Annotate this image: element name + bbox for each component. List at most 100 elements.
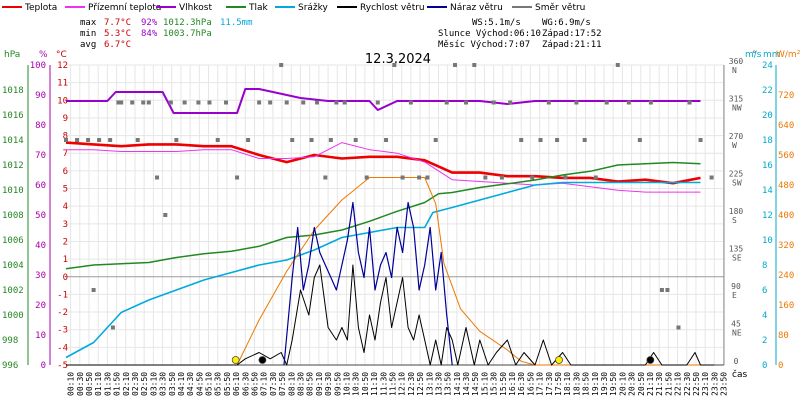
wind-direction-point xyxy=(499,175,504,180)
x-tick-label: 17:50 xyxy=(554,372,563,396)
y-tick-label-temp: -4 xyxy=(57,343,68,353)
wind-direction-point xyxy=(268,100,273,105)
stats-max-label: max xyxy=(80,18,97,28)
x-tick-label: 13:30 xyxy=(434,372,443,396)
y-tick-label-hpa: 1006 xyxy=(2,236,24,246)
x-tick-label: 20:30 xyxy=(628,372,637,396)
legend-label: Srážky xyxy=(298,3,329,13)
x-tick-label: 01:30 xyxy=(103,372,112,396)
y-tick-label-hpa: 1010 xyxy=(2,186,24,196)
wind-direction-point xyxy=(453,63,458,67)
stats-min-hum: 84% xyxy=(141,29,158,39)
y-tick-label-hpa: 1012 xyxy=(2,161,24,171)
x-tick-label: 11:30 xyxy=(379,372,388,396)
y-tick-label-ms: 18 xyxy=(762,136,773,146)
wind-direction-point xyxy=(530,175,535,180)
wind-direction-point xyxy=(97,138,102,142)
legend-label: Vlhkost xyxy=(179,3,212,13)
wind-direction-point xyxy=(135,138,140,142)
y-tick-label-compass: SW xyxy=(732,179,742,188)
y-tick-label-pct: 80 xyxy=(35,121,46,131)
y-tick-label-temp: 11 xyxy=(57,79,68,89)
legend-label: Náraz větru xyxy=(450,3,503,13)
wind-direction-point xyxy=(353,138,358,142)
wind-direction-point xyxy=(224,100,229,105)
x-tick-label: 00:30 xyxy=(76,372,85,396)
legend-item-prizemni: Přízemní teplota xyxy=(65,3,161,13)
y-tick-label-pct: 90 xyxy=(35,91,46,101)
x-tick-label: 22:50 xyxy=(692,372,701,396)
y-tick-label-temp: 3 xyxy=(63,220,68,230)
x-tick-label: 15:30 xyxy=(490,372,499,396)
x-tick-label: 13:50 xyxy=(444,372,453,396)
chart-title: 12.3.2024 xyxy=(365,52,431,67)
x-tick-label: 23:50 xyxy=(720,372,729,396)
x-axis-label: čas xyxy=(732,369,747,380)
wind-direction-point xyxy=(284,100,289,105)
y-tick-label-ms: 8 xyxy=(762,261,767,271)
y-tick-label-hpa: 996 xyxy=(2,361,18,371)
x-tick-label: 22:10 xyxy=(674,372,683,396)
wind-direction-point xyxy=(676,325,681,330)
stats-max-press: 1012.3hPa xyxy=(163,18,212,28)
y-tick-label-temp: 6 xyxy=(63,167,68,177)
y-tick-label-temp: -2 xyxy=(57,308,68,318)
stats-min-press: 1003.7hPa xyxy=(163,29,212,39)
y-tick-label-ms: 20 xyxy=(762,111,773,121)
legend-item-vlhkost: Vlhkost xyxy=(156,3,212,13)
y-tick-label-ms: 14 xyxy=(762,186,773,196)
stats-min-temp: 5.3°C xyxy=(104,29,131,39)
series-line-náraz-větru xyxy=(283,201,453,366)
x-tick-label: 00:50 xyxy=(85,372,94,396)
wind-direction-point xyxy=(110,325,115,330)
wind-direction-point xyxy=(425,175,430,180)
wind-direction-point xyxy=(563,175,568,180)
x-tick-label: 04:50 xyxy=(195,372,204,396)
wind-direction-point xyxy=(309,138,314,142)
wind-direction-point xyxy=(615,63,620,67)
y-tick-label-hpa: 1014 xyxy=(2,136,24,146)
y-tick-label-dir: 225 xyxy=(729,170,744,179)
x-tick-label: 23:10 xyxy=(701,372,710,396)
y-tick-label-temp: -1 xyxy=(57,290,68,300)
y-tick-label-temp: 12 xyxy=(57,61,68,71)
wind-direction-point xyxy=(538,138,543,142)
y-tick-label-dir: 90 xyxy=(731,282,741,291)
y-tick-label-temp: 2 xyxy=(63,237,68,247)
x-tick-label: 09:10 xyxy=(315,372,324,396)
x-tick-label: 22:30 xyxy=(683,372,692,396)
y-tick-label-ms: 22 xyxy=(762,86,773,96)
y-tick-label-temp: 0 xyxy=(63,273,68,283)
chart-series xyxy=(65,88,715,366)
wind-direction-point xyxy=(174,138,179,142)
stats-max-rain: 11.5mm xyxy=(220,18,253,28)
y-tick-label-wm2: 640 xyxy=(778,121,794,131)
y-tick-label-ms: 6 xyxy=(762,286,767,296)
x-tick-label: 04:30 xyxy=(186,372,195,396)
y-tick-label-dir: 135 xyxy=(729,245,744,254)
wind-direction-point xyxy=(408,100,413,105)
y-tick-label-hpa: 1016 xyxy=(2,111,24,121)
wind-direction-point xyxy=(483,175,488,180)
y-tick-label-hpa: 1000 xyxy=(2,311,24,321)
wind-direction-point xyxy=(196,100,201,105)
wind-direction-point xyxy=(116,100,121,105)
wind-direction-point xyxy=(472,63,477,67)
info-sunset: Západ:17:52 xyxy=(542,29,602,39)
y-tick-label-compass: NW xyxy=(732,104,742,113)
wind-direction-point xyxy=(659,288,664,292)
x-tick-label: 08:30 xyxy=(297,372,306,396)
y-tick-label-temp: 9 xyxy=(63,114,68,124)
wind-direction-point xyxy=(290,138,295,142)
x-tick-label: 14:30 xyxy=(462,372,471,396)
wind-direction-point xyxy=(342,100,347,105)
wind-direction-point xyxy=(130,100,135,105)
wind-direction-point xyxy=(709,175,714,180)
legend-label: Směr větru xyxy=(535,3,585,13)
wind-direction-point xyxy=(168,100,173,105)
wind-direction-point xyxy=(444,100,449,105)
x-tick-label: 10:50 xyxy=(361,372,370,396)
chart-axes: 00:10 00:30 00:50 01:10 01:30 01:50 02:10 02:30… xyxy=(2,57,794,396)
axis-unit-hpa: hPa xyxy=(4,50,20,60)
x-tick-label: 01:50 xyxy=(113,372,122,396)
